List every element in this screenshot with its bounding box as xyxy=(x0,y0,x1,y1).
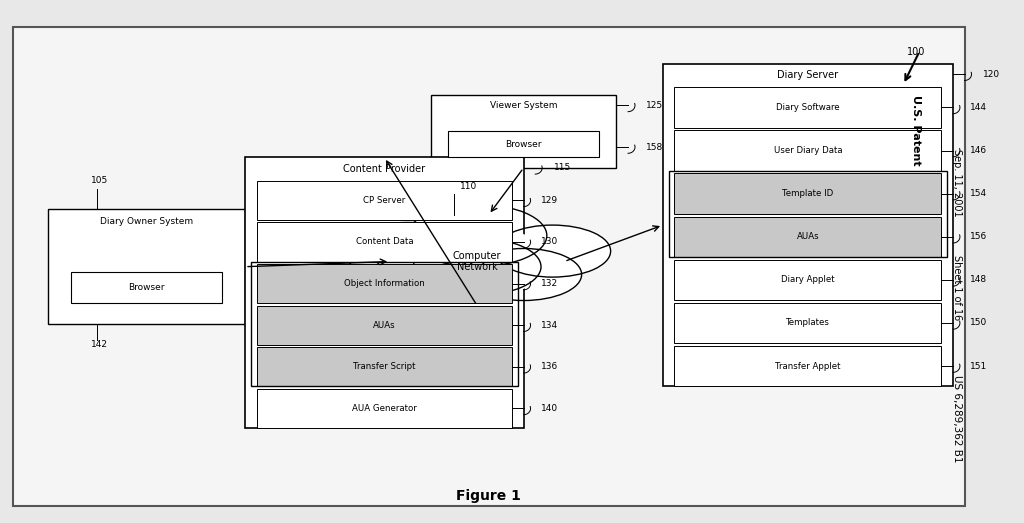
Text: 130: 130 xyxy=(541,237,558,246)
FancyBboxPatch shape xyxy=(675,259,941,300)
Text: Template ID: Template ID xyxy=(782,189,834,198)
Text: 129: 129 xyxy=(541,196,558,205)
Text: Sep. 11, 2001: Sep. 11, 2001 xyxy=(952,149,963,217)
FancyBboxPatch shape xyxy=(71,272,222,303)
FancyBboxPatch shape xyxy=(257,222,512,262)
Text: Diary Software: Diary Software xyxy=(776,103,840,112)
Text: 100: 100 xyxy=(907,47,926,58)
FancyBboxPatch shape xyxy=(431,95,616,168)
Text: Content Provider: Content Provider xyxy=(343,164,425,174)
Text: AUA Generator: AUA Generator xyxy=(352,404,417,413)
Text: 140: 140 xyxy=(541,404,558,413)
Text: Object Information: Object Information xyxy=(344,279,425,288)
Text: Viewer System: Viewer System xyxy=(489,101,557,110)
Text: 156: 156 xyxy=(971,232,987,241)
Text: Content Data: Content Data xyxy=(355,237,413,246)
Text: 132: 132 xyxy=(541,279,558,288)
FancyBboxPatch shape xyxy=(675,217,941,257)
FancyBboxPatch shape xyxy=(48,210,245,324)
Text: Transfer Applet: Transfer Applet xyxy=(775,361,841,371)
Circle shape xyxy=(373,248,488,301)
FancyBboxPatch shape xyxy=(245,157,523,428)
Text: Diary Applet: Diary Applet xyxy=(781,276,835,285)
Text: CP Server: CP Server xyxy=(364,196,406,205)
Circle shape xyxy=(414,238,541,295)
FancyBboxPatch shape xyxy=(675,130,941,171)
Circle shape xyxy=(401,228,553,295)
FancyBboxPatch shape xyxy=(663,64,953,386)
FancyBboxPatch shape xyxy=(675,303,941,343)
Text: 148: 148 xyxy=(971,276,987,285)
Text: Diary Server: Diary Server xyxy=(777,70,839,80)
Text: Browser: Browser xyxy=(128,283,165,292)
Text: US 6,289,362 B1: US 6,289,362 B1 xyxy=(952,374,963,462)
Text: 146: 146 xyxy=(971,146,987,155)
FancyBboxPatch shape xyxy=(257,389,512,428)
Text: Sheet 1 of 16: Sheet 1 of 16 xyxy=(952,255,963,320)
Text: 136: 136 xyxy=(541,362,558,371)
Text: Diary Owner System: Diary Owner System xyxy=(100,217,193,226)
Text: 105: 105 xyxy=(91,176,109,186)
FancyBboxPatch shape xyxy=(257,264,512,303)
Text: Browser: Browser xyxy=(506,140,542,149)
Circle shape xyxy=(408,204,547,267)
FancyBboxPatch shape xyxy=(675,87,941,128)
Text: 151: 151 xyxy=(971,361,987,371)
Text: 150: 150 xyxy=(971,319,987,327)
Text: 154: 154 xyxy=(971,189,987,198)
Text: 134: 134 xyxy=(541,321,558,329)
Text: Computer
Network: Computer Network xyxy=(453,251,502,272)
FancyBboxPatch shape xyxy=(13,27,965,506)
Text: AUAs: AUAs xyxy=(373,321,395,329)
Circle shape xyxy=(466,248,582,301)
Text: 110: 110 xyxy=(460,181,477,191)
Text: 158: 158 xyxy=(645,143,663,152)
Circle shape xyxy=(495,225,610,277)
FancyBboxPatch shape xyxy=(257,306,512,345)
FancyBboxPatch shape xyxy=(675,346,941,386)
Text: Figure 1: Figure 1 xyxy=(457,488,521,503)
FancyBboxPatch shape xyxy=(675,174,941,214)
Text: 142: 142 xyxy=(91,340,109,349)
Text: Templates: Templates xyxy=(786,319,829,327)
Text: User Diary Data: User Diary Data xyxy=(773,146,842,155)
FancyBboxPatch shape xyxy=(257,181,512,220)
FancyBboxPatch shape xyxy=(449,131,599,157)
Circle shape xyxy=(344,222,471,280)
Text: Transfer Script: Transfer Script xyxy=(353,362,416,371)
FancyBboxPatch shape xyxy=(257,347,512,386)
Text: AUAs: AUAs xyxy=(797,232,819,241)
Text: 120: 120 xyxy=(983,70,1000,79)
Text: 125: 125 xyxy=(645,101,663,110)
Text: 115: 115 xyxy=(554,163,571,173)
Text: U.S. Patent: U.S. Patent xyxy=(911,95,922,166)
Text: 144: 144 xyxy=(971,103,987,112)
